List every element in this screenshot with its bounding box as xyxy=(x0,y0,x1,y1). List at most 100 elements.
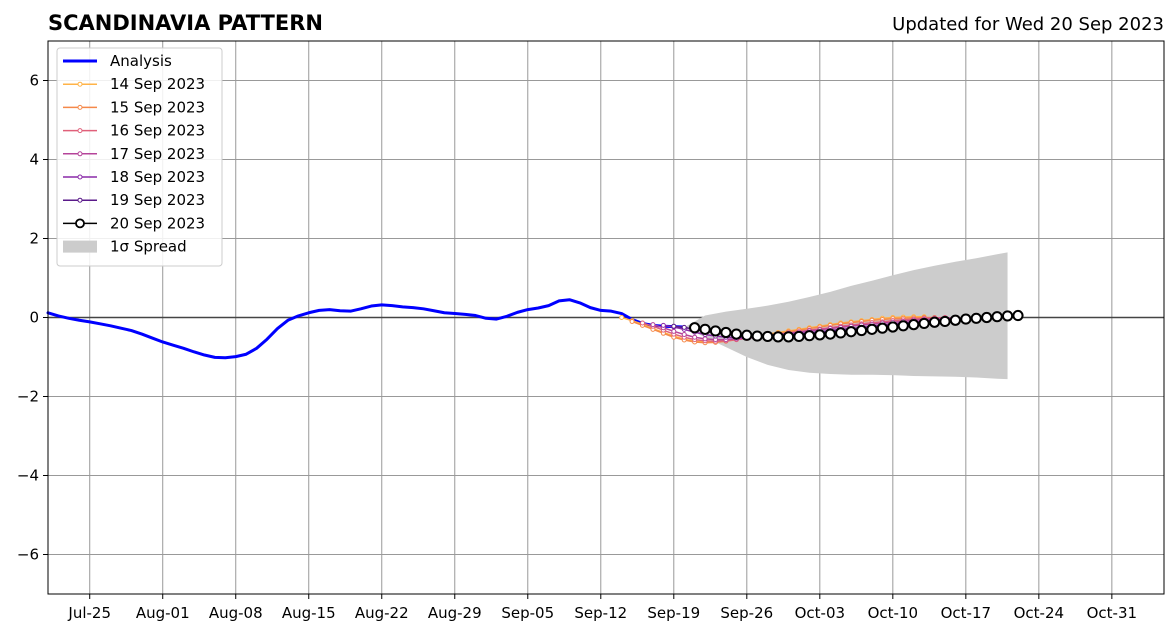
y-tick-label: 6 xyxy=(29,72,39,90)
forecast-marker xyxy=(960,313,972,325)
legend-marker xyxy=(77,81,83,87)
x-tick-label: Sep-12 xyxy=(574,604,627,622)
forecast-marker xyxy=(835,327,847,339)
legend-item: 20 Sep 2023 xyxy=(63,214,205,232)
x-tick-label: Oct-31 xyxy=(1087,604,1137,622)
forecast-marker xyxy=(699,323,711,335)
forecast-marker xyxy=(741,329,753,341)
y-tick-label: 0 xyxy=(29,309,39,327)
forecast-marker xyxy=(876,322,888,334)
legend-label: 14 Sep 2023 xyxy=(110,75,205,93)
legend-label: 16 Sep 2023 xyxy=(110,122,205,140)
forecast-marker xyxy=(629,318,635,324)
y-tick-label: −2 xyxy=(17,388,39,406)
legend-item: 19 Sep 2023 xyxy=(63,191,205,209)
forecast-marker xyxy=(762,330,774,343)
legend-label: 18 Sep 2023 xyxy=(110,168,205,186)
legend: Analysis 14 Sep 2023 15 Sep 2023 16 Sep 202… xyxy=(56,47,223,267)
x-tick-label: Aug-01 xyxy=(136,604,190,622)
forecast-marker xyxy=(681,331,687,337)
legend-item: Analysis xyxy=(63,52,172,70)
x-tick-label: Aug-22 xyxy=(355,604,409,622)
forecast-marker xyxy=(981,311,993,324)
legend-marker xyxy=(77,104,83,110)
legend-item: 14 Sep 2023 xyxy=(63,75,205,93)
forecast-marker xyxy=(772,331,784,343)
forecast-marker xyxy=(692,334,698,340)
analysis-line xyxy=(46,298,686,360)
legend-item: 15 Sep 2023 xyxy=(63,98,205,116)
forecast-marker xyxy=(782,331,795,343)
forecast-marker xyxy=(1012,309,1024,322)
legend-marker xyxy=(77,174,83,180)
legend-box xyxy=(56,47,223,267)
legend-swatch xyxy=(63,240,97,253)
x-tick-label: Oct-03 xyxy=(795,604,845,622)
x-tick-label: Jul-25 xyxy=(67,604,111,622)
legend-item: 16 Sep 2023 xyxy=(63,122,205,140)
forecast-6 xyxy=(689,309,1024,343)
x-tick-label: Sep-26 xyxy=(720,604,773,622)
legend-label: 1σ Spread xyxy=(110,238,187,256)
forecast-marker xyxy=(720,326,732,339)
forecast-marker xyxy=(991,311,1003,323)
forecast-marker xyxy=(949,314,962,326)
x-tick-label: Oct-10 xyxy=(868,604,918,622)
forecast-marker xyxy=(619,315,625,320)
y-axis-ticks: −6 −4 −2 0 2 4 6 xyxy=(17,72,48,564)
legend-label: 19 Sep 2023 xyxy=(110,191,205,209)
legend-item: 1σ Spread xyxy=(63,238,187,256)
forecast-marker xyxy=(908,319,920,331)
chart-title: SCANDINAVIA PATTERN xyxy=(48,11,323,35)
forecast-marker xyxy=(918,317,930,330)
legend-marker xyxy=(77,128,83,134)
forecast-marker xyxy=(702,336,708,342)
forecast-marker xyxy=(640,320,646,326)
forecast-marker xyxy=(709,325,722,337)
forecast-series xyxy=(619,309,1024,346)
x-tick-label: Oct-24 xyxy=(1014,604,1064,622)
analysis-series xyxy=(46,298,686,360)
spread-band xyxy=(684,252,1008,380)
forecast-marker xyxy=(671,323,677,329)
forecast-marker xyxy=(928,316,941,328)
forecast-marker xyxy=(689,322,701,334)
legend-marker xyxy=(77,197,83,203)
x-axis-ticks: Jul-25 Aug-01 Aug-08 Aug-15 Aug-22 Aug-29 Sep-… xyxy=(67,594,1137,622)
x-tick-label: Aug-15 xyxy=(282,604,336,622)
legend-label: Analysis xyxy=(110,52,172,70)
forecast-marker xyxy=(939,315,951,328)
legend-marker xyxy=(77,151,83,157)
x-tick-label: Sep-05 xyxy=(501,604,554,622)
forecast-marker xyxy=(793,330,805,343)
forecast-marker xyxy=(824,328,836,340)
y-tick-label: −6 xyxy=(17,546,39,564)
legend-item: 18 Sep 2023 xyxy=(63,168,205,186)
forecast-marker xyxy=(897,320,909,332)
y-tick-label: 2 xyxy=(29,230,39,248)
forecast-marker xyxy=(671,328,677,334)
legend-label: 15 Sep 2023 xyxy=(110,98,205,116)
forecast-marker xyxy=(814,329,826,341)
forecast-marker xyxy=(970,312,982,324)
forecast-marker xyxy=(845,326,857,338)
spread-area xyxy=(684,252,1008,380)
forecast-marker xyxy=(681,324,687,330)
forecast-marker xyxy=(751,330,763,342)
forecast-marker xyxy=(855,324,868,337)
x-tick-label: Sep-19 xyxy=(647,604,700,622)
legend-label: 20 Sep 2023 xyxy=(110,214,205,232)
x-tick-label: Oct-17 xyxy=(941,604,991,622)
forecast-marker xyxy=(650,322,656,328)
forecast-marker xyxy=(660,322,666,328)
legend-marker xyxy=(75,218,85,229)
y-tick-label: −4 xyxy=(17,467,39,485)
legend-item: 17 Sep 2023 xyxy=(63,145,205,163)
y-tick-label: 4 xyxy=(29,151,39,169)
x-tick-label: Aug-08 xyxy=(209,604,263,622)
forecast-marker xyxy=(803,330,815,342)
forecast-marker xyxy=(730,328,742,340)
forecast-marker xyxy=(1001,310,1014,322)
forecast-marker xyxy=(887,321,899,333)
